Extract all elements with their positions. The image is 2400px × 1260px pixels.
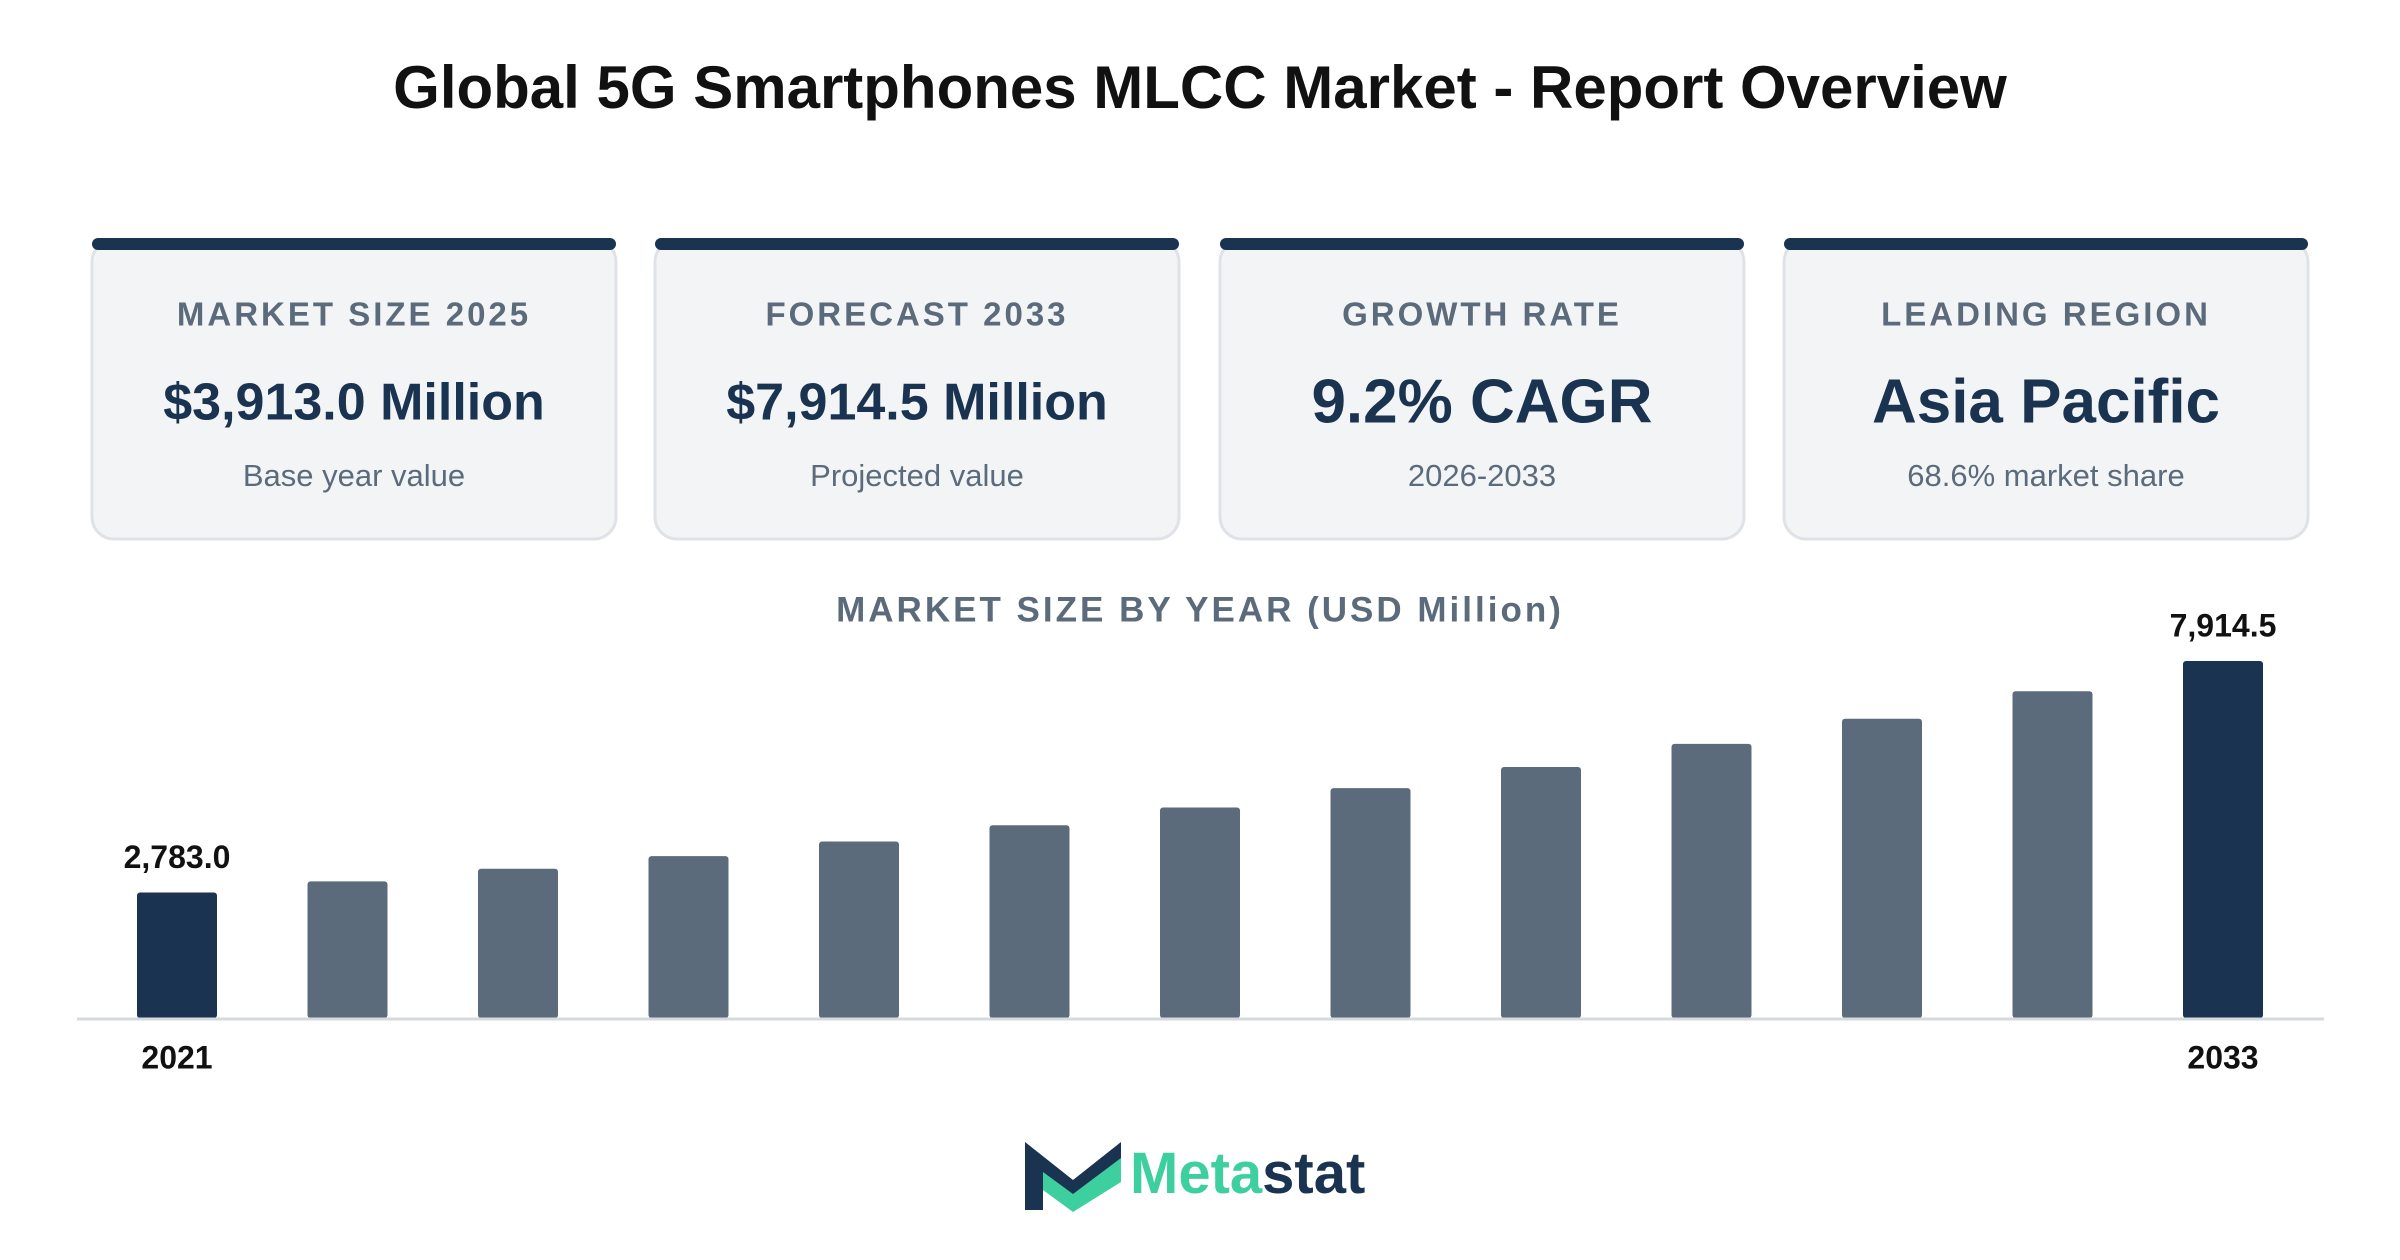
card-accent	[1220, 238, 1744, 250]
bar	[989, 825, 1070, 1018]
card-label: MARKET SIZE 2025	[177, 296, 531, 333]
bar	[1842, 718, 1922, 1018]
card-accent	[655, 238, 1179, 250]
bar	[648, 856, 729, 1018]
card-sub: 2026-2033	[1408, 458, 1556, 493]
bar	[1501, 767, 1581, 1018]
bar	[137, 892, 217, 1018]
bar	[1671, 743, 1752, 1018]
card-sub: Base year value	[243, 458, 465, 493]
card-value: $7,914.5 Million	[726, 374, 1108, 432]
card-sub: Projected value	[810, 458, 1024, 493]
bar	[2012, 691, 2093, 1018]
value-label: 7,914.5	[2170, 607, 2277, 643]
bar	[1330, 788, 1411, 1018]
page-title: Global 5G Smartphones MLCC Market - Repo…	[393, 54, 2007, 121]
logo-icon-accent	[1043, 1158, 1121, 1212]
value-label: 2,783.0	[124, 839, 231, 875]
card-accent	[92, 238, 616, 250]
card-accent	[1784, 238, 2308, 250]
card-value: 9.2% CAGR	[1311, 367, 1652, 436]
card-value: Asia Pacific	[1872, 367, 2220, 436]
bar	[478, 868, 558, 1018]
x-tick-label: 2033	[2187, 1039, 2258, 1075]
bar	[1160, 807, 1240, 1018]
logo-part: stat	[1262, 1141, 1365, 1206]
chart-title: MARKET SIZE BY YEAR (USD Million)	[836, 590, 1564, 629]
card-label: FORECAST 2033	[765, 296, 1068, 333]
logo-part: Meta	[1130, 1141, 1263, 1206]
card-sub: 68.6% market share	[1907, 458, 2184, 493]
x-tick-label: 2021	[141, 1039, 212, 1075]
card-value: $3,913.0 Million	[163, 374, 545, 432]
bar	[307, 881, 388, 1018]
logo: Metastat	[1025, 1141, 1365, 1212]
bar	[2183, 661, 2263, 1018]
bar	[819, 841, 899, 1018]
card-label: LEADING REGION	[1881, 296, 2211, 333]
card-label: GROWTH RATE	[1342, 296, 1622, 333]
logo-text: Metastat	[1130, 1141, 1365, 1206]
